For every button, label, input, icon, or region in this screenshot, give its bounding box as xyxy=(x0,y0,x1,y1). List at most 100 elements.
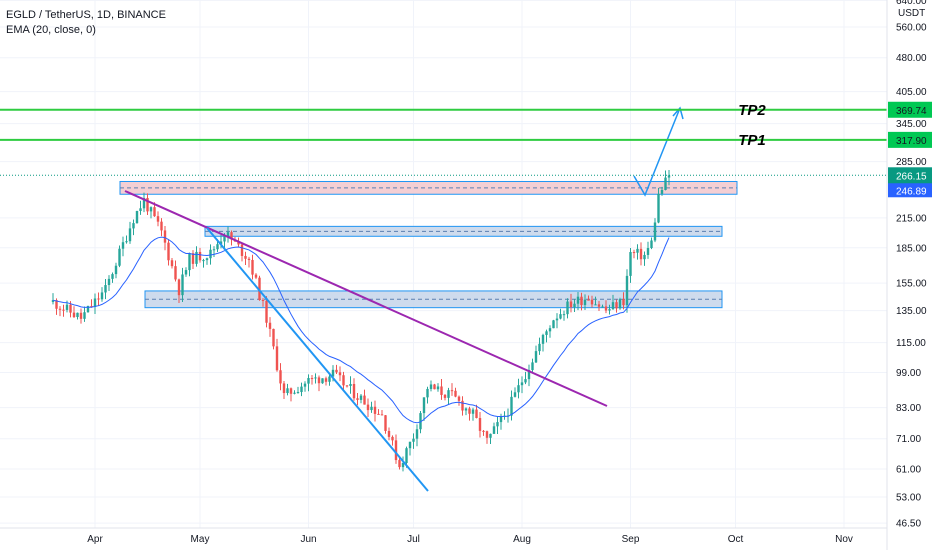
candle-body xyxy=(471,409,475,414)
time-axis[interactable]: AprMayJunJulAugSepOctNovDec xyxy=(0,527,932,545)
candle-body xyxy=(513,392,517,397)
candle-body xyxy=(657,193,660,223)
candle-body xyxy=(492,426,496,434)
candle-body xyxy=(121,242,125,249)
candle-body xyxy=(356,398,359,400)
x-tick-label: Jun xyxy=(300,534,316,545)
ema-price-tag-text: 246.89 xyxy=(896,186,927,197)
candle-body xyxy=(135,210,139,224)
candle-body xyxy=(387,430,391,437)
candle-body xyxy=(583,299,587,306)
candle-body xyxy=(90,305,93,308)
candle-body xyxy=(370,406,373,411)
ema-price-tag xyxy=(888,183,932,198)
candle-body xyxy=(100,292,104,300)
candle-body xyxy=(65,304,69,310)
y-tick-label: 115.00 xyxy=(896,338,926,349)
candle-body xyxy=(562,314,566,316)
candle-body xyxy=(111,274,114,279)
candle-body xyxy=(303,383,307,387)
candle-body xyxy=(240,244,244,256)
candle-body xyxy=(314,377,317,379)
candle-body xyxy=(604,306,608,311)
ema-line xyxy=(52,236,670,424)
candle-body xyxy=(622,299,625,306)
candle-body xyxy=(275,346,279,371)
candle-body xyxy=(97,298,100,300)
x-tick-label: Oct xyxy=(728,534,744,545)
candle-body xyxy=(552,320,555,329)
candle-body xyxy=(597,304,601,307)
candle-body xyxy=(436,386,440,390)
candle-body xyxy=(167,242,170,261)
candle-body xyxy=(79,312,83,319)
y-tick-label: 285.00 xyxy=(896,157,927,168)
candle-body xyxy=(510,396,513,416)
candle-body xyxy=(317,377,321,384)
candle-body xyxy=(646,248,650,255)
candle-body xyxy=(104,285,107,293)
x-tick-label: Nov xyxy=(835,534,853,545)
candle-body xyxy=(478,418,482,431)
candle-body xyxy=(587,299,590,301)
candle-body xyxy=(422,397,426,414)
candle-body xyxy=(520,382,524,386)
candle-body xyxy=(664,177,667,190)
candle-body xyxy=(156,216,160,222)
candle-body xyxy=(286,388,289,394)
candle-body xyxy=(244,255,247,259)
candle-body xyxy=(538,343,541,352)
candle-body xyxy=(268,322,272,329)
candle-body xyxy=(618,299,622,309)
candle-body xyxy=(335,369,338,373)
candle-body xyxy=(307,378,310,384)
candle-body xyxy=(440,386,443,395)
candle-body xyxy=(391,436,394,441)
candle-body xyxy=(373,406,377,414)
candle-body xyxy=(198,251,202,261)
candle-body xyxy=(632,252,636,254)
candle-body xyxy=(251,259,254,275)
candle-body xyxy=(555,318,559,321)
tp-label: TP1 xyxy=(738,132,766,149)
candle-body xyxy=(58,308,62,310)
candle-body xyxy=(170,260,174,267)
x-tick-label: Sep xyxy=(622,534,640,545)
candle-body xyxy=(366,404,370,411)
candle-body xyxy=(611,302,615,310)
candle-body xyxy=(247,258,251,260)
candle-body xyxy=(653,222,657,241)
candle-body xyxy=(296,392,300,394)
candle-body xyxy=(191,253,195,264)
y-tick-label: 405.00 xyxy=(896,87,927,98)
candle-body xyxy=(580,296,583,306)
candle-body xyxy=(408,441,412,449)
y-tick-label: 185.00 xyxy=(896,243,927,254)
candle-body xyxy=(524,379,527,383)
candle-body xyxy=(149,207,153,212)
y-tick-label: 155.00 xyxy=(896,279,927,290)
candle-body xyxy=(363,395,366,405)
candle-body xyxy=(534,351,538,363)
candle-body xyxy=(216,244,219,250)
candle-body xyxy=(139,208,142,211)
candle-body xyxy=(83,312,86,319)
candle-body xyxy=(177,279,181,296)
candle-body xyxy=(258,277,261,300)
candle-body xyxy=(419,413,422,430)
candle-body xyxy=(132,223,135,229)
candle-body xyxy=(237,241,240,245)
price-axis[interactable]: 640.00 560.00 480.00 405.00 345.00 285.00 215.… xyxy=(886,0,927,550)
candle-body xyxy=(352,383,356,399)
candle-body xyxy=(293,392,296,394)
candle-body xyxy=(342,375,345,386)
tp-price-tag-text: 317.90 xyxy=(896,136,927,147)
candle-body xyxy=(450,390,454,392)
y-tick-label: 71.00 xyxy=(896,434,921,445)
x-tick-label: Apr xyxy=(87,534,103,545)
candle-body xyxy=(541,334,545,344)
chart-legend: EGLD / TetherUS, 1D, BINANCE EMA (20, cl… xyxy=(6,8,166,38)
